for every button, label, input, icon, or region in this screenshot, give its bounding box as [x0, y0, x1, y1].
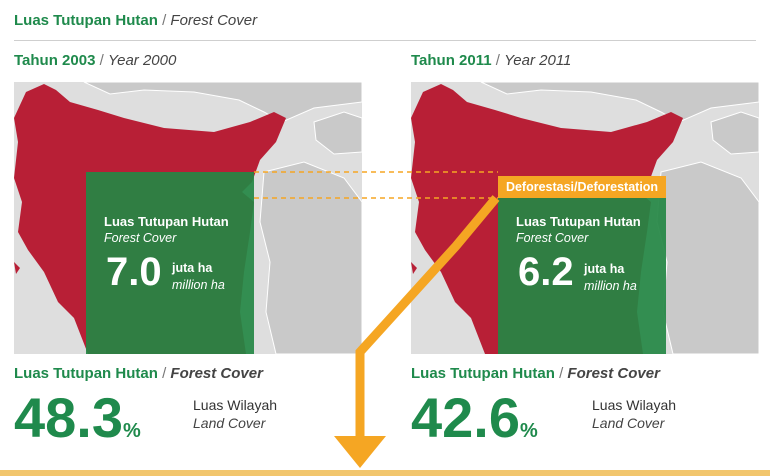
cover-unit: juta ha	[584, 262, 625, 276]
year-separator: /	[495, 52, 500, 69]
area-label: Luas Wilayah	[592, 397, 677, 413]
neighbor-land	[480, 82, 759, 123]
percent-heading-right: Luas Tutupan Hutan / Forest Cover	[411, 365, 660, 382]
year-label-id: Tahun 2011	[411, 52, 492, 69]
area-label: Luas Wilayah	[193, 397, 278, 413]
forest-cover-box: Luas Tutupan Hutan Forest Cover 7.0 juta…	[86, 172, 254, 354]
year-label-en: Year 2011	[504, 52, 572, 69]
forest-cover-box: Luas Tutupan Hutan Forest Cover 6.2 juta…	[498, 198, 666, 354]
island	[14, 262, 20, 274]
map-panel-2003: Luas Tutupan Hutan Forest Cover 7.0 juta…	[14, 82, 362, 354]
percent-value: 48.3	[14, 386, 123, 449]
percent-heading-en: Forest Cover	[567, 365, 660, 382]
percent-heading-id: Luas Tutupan Hutan	[14, 365, 158, 382]
cover-label: Luas Tutupan Hutan	[516, 214, 641, 229]
forest-percent-2003: 48.3%	[14, 390, 141, 446]
cover-unit-en: million ha	[172, 278, 225, 292]
cover-unit: juta ha	[172, 261, 213, 275]
heading-separator: /	[559, 365, 564, 382]
island	[411, 262, 417, 274]
neighbor-land	[710, 111, 759, 155]
year-separator: /	[99, 52, 104, 69]
neighbor-land	[83, 82, 362, 123]
cover-unit-en: million ha	[584, 279, 637, 293]
title-divider	[14, 40, 756, 41]
bottom-accent-bar	[0, 470, 770, 476]
title-separator: /	[162, 12, 167, 29]
page-title-id: Luas Tutupan Hutan	[14, 12, 158, 29]
cover-label: Luas Tutupan Hutan	[104, 214, 229, 229]
year-label-right: Tahun 2011 / Year 2011	[411, 52, 571, 69]
cover-value: 6.2	[518, 250, 574, 294]
arrow-shaft	[355, 195, 500, 440]
percent-heading-left: Luas Tutupan Hutan / Forest Cover	[14, 365, 263, 382]
cover-value: 7.0	[106, 250, 162, 294]
area-label-en: Land Cover	[193, 415, 266, 431]
cover-label-en: Forest Cover	[104, 231, 177, 245]
year-label-left: Tahun 2003 / Year 2000	[14, 52, 176, 69]
forest-percent-2011: 42.6%	[411, 390, 538, 446]
deforestation-label: Deforestasi/Deforestation	[498, 176, 666, 198]
page-title: Luas Tutupan Hutan / Forest Cover	[14, 12, 257, 29]
area-label-en: Land Cover	[592, 415, 665, 431]
year-label-en: Year 2000	[107, 52, 177, 69]
neighbor-land	[259, 161, 362, 354]
arrow-head-icon	[334, 436, 386, 468]
percent-heading-id: Luas Tutupan Hutan	[411, 365, 555, 382]
percent-value: 42.6	[411, 386, 520, 449]
percent-heading-en: Forest Cover	[170, 365, 263, 382]
neighbor-land	[313, 111, 362, 155]
year-label-id: Tahun 2003	[14, 52, 96, 69]
map-panel-2011: Luas Tutupan Hutan Forest Cover 6.2 juta…	[411, 82, 759, 354]
percent-sign: %	[520, 420, 538, 442]
percent-sign: %	[123, 420, 141, 442]
cover-label-en: Forest Cover	[516, 231, 589, 245]
heading-separator: /	[162, 365, 167, 382]
page-title-en: Forest Cover	[170, 12, 258, 29]
